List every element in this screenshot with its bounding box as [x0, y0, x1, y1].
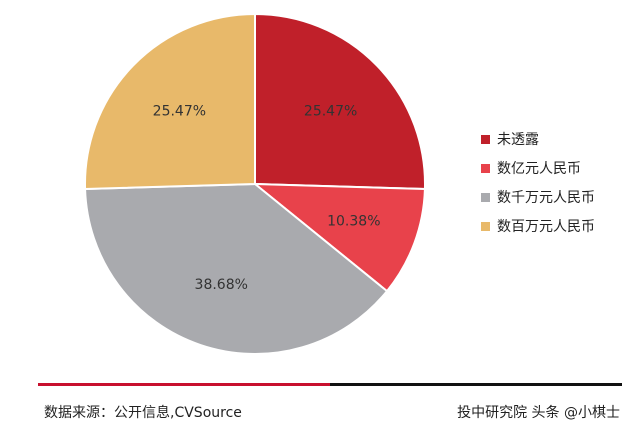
slice-label-3: 25.47% [153, 104, 206, 120]
pie-slice-3 [84, 12, 256, 191]
slice-label-1: 10.38% [327, 214, 380, 230]
legend-label-2: 数千万元人民币 [497, 190, 595, 206]
legend-swatch-0 [481, 135, 490, 144]
pie-slices [84, 12, 426, 355]
footer-divider-black [330, 383, 622, 386]
legend-label-0: 未透露 [497, 132, 539, 148]
legend-label-3: 数百万元人民币 [497, 219, 595, 235]
slice-label-0: 25.47% [304, 104, 357, 120]
credit-note: 投中研究院 头条 @小棋士 [457, 405, 620, 421]
legend-swatch-3 [481, 222, 490, 231]
pie-labels: 25.47% 10.38% 38.68% 25.47% [153, 104, 381, 293]
pie-slice-0 [254, 12, 426, 191]
slice-label-2: 38.68% [195, 277, 248, 293]
pie-slice-2 [84, 182, 389, 355]
pie-slice-1 [252, 182, 426, 293]
legend-swatch-2 [481, 193, 490, 202]
pie-chart: 25.47% 10.38% 38.68% 25.47% 未透露数亿元人民币数千万元人民… [84, 12, 595, 355]
legend-label-1: 数亿元人民币 [497, 161, 581, 177]
footer-divider-red [38, 383, 330, 386]
legend-swatch-1 [481, 164, 490, 173]
source-note: 数据来源：公开信息,CVSource [44, 405, 242, 421]
